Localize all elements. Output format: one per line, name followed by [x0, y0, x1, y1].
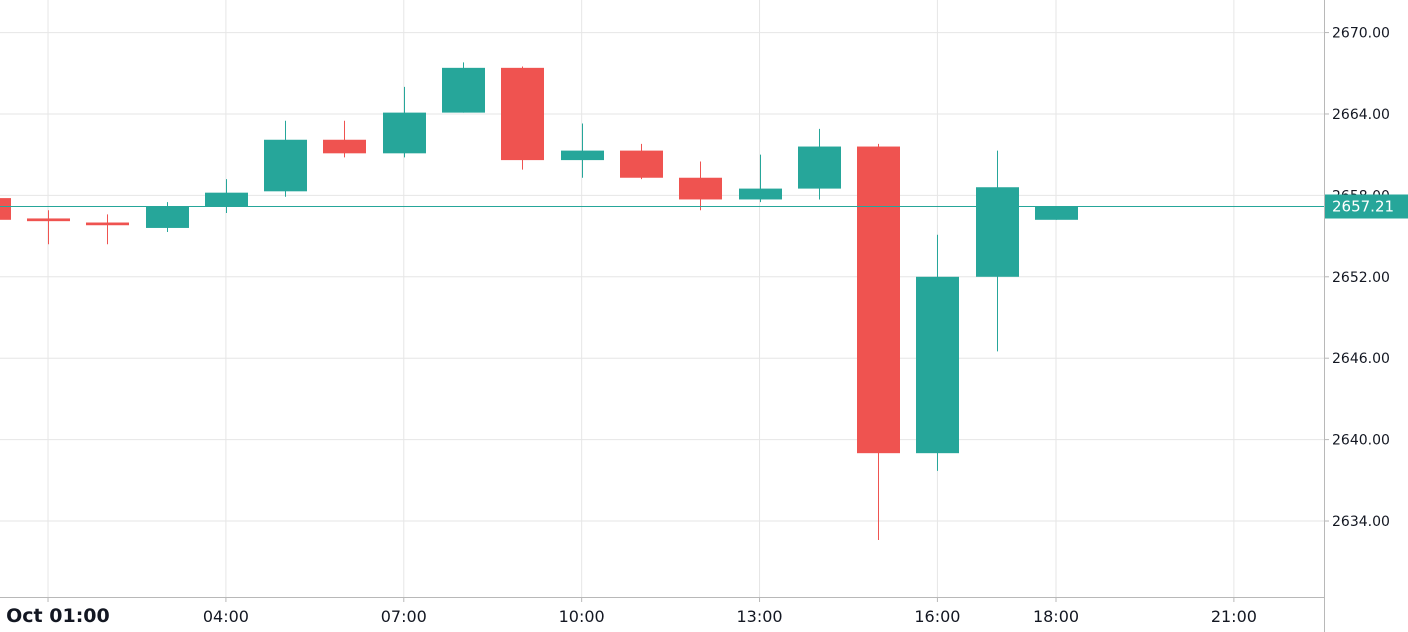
- candle-up: [146, 202, 189, 233]
- candle-down: [857, 143, 900, 541]
- candle-down: [86, 214, 129, 245]
- x-tick-label: 13:00: [736, 607, 782, 626]
- candle-up: [205, 179, 248, 214]
- candles: [0, 62, 1078, 541]
- candle-body: [0, 198, 11, 220]
- candle-down: [323, 120, 366, 158]
- candle-body: [27, 218, 70, 222]
- candle-body: [501, 67, 544, 161]
- candle-body: [86, 222, 129, 226]
- y-tick-label: 2634.00: [1332, 514, 1390, 530]
- candle-body: [739, 188, 782, 200]
- y-tick-label: 2640.00: [1332, 433, 1390, 449]
- candle-up: [383, 86, 426, 158]
- x-tick-label: 21:00: [1211, 607, 1257, 626]
- candle-body: [205, 192, 248, 207]
- candle-body: [916, 276, 959, 454]
- candle-body: [323, 139, 366, 154]
- y-tick-label: 2652.00: [1332, 270, 1390, 286]
- last-price-label: 2657.21: [1332, 198, 1394, 216]
- x-tick-label: 18:00: [1033, 607, 1079, 626]
- x-tick-label: 4 Oct 01:00: [0, 605, 110, 627]
- y-tick-label: 2646.00: [1332, 351, 1390, 367]
- candle-body: [857, 146, 900, 454]
- last-price-badge: 2657.21: [1325, 194, 1408, 219]
- candle-up: [739, 154, 782, 203]
- x-tick-label: 16:00: [914, 607, 960, 626]
- x-axis-ticks[interactable]: 4 Oct 01:00 04:00 07:00 10:00 13:00 16:00 18:0…: [0, 605, 1257, 627]
- candle-up: [1035, 206, 1078, 220]
- candle-down: [501, 66, 544, 170]
- candle-body: [264, 139, 307, 192]
- y-tick-label: 2670.00: [1332, 26, 1390, 42]
- x-tick-label: 10:00: [559, 607, 605, 626]
- candle-body: [146, 206, 189, 228]
- candle-up: [916, 234, 959, 471]
- candle-body: [679, 177, 722, 200]
- candle-body: [383, 112, 426, 154]
- grid: [0, 0, 1324, 597]
- candle-body: [798, 146, 841, 189]
- last-price-badge-bg: [1325, 194, 1408, 219]
- x-tick-label: 04:00: [203, 607, 249, 626]
- candle-up: [798, 128, 841, 200]
- y-axis-ticks[interactable]: 2670.002664.002658.002652.002646.002640.…: [1332, 26, 1390, 530]
- candle-up: [264, 120, 307, 197]
- candle-body: [976, 187, 1019, 277]
- candle-body: [442, 67, 485, 113]
- candle-up: [561, 123, 604, 178]
- candle-body: [561, 150, 604, 161]
- candle-down: [27, 210, 70, 245]
- x-tick-label: 07:00: [381, 607, 427, 626]
- candle-body: [1035, 206, 1078, 220]
- candle-down: [679, 161, 722, 211]
- axes: [0, 0, 1329, 632]
- candle-up: [442, 62, 485, 113]
- candle-up: [976, 150, 1019, 352]
- candle-down: [620, 143, 663, 180]
- candle-down: [0, 198, 11, 220]
- candle-body: [620, 150, 663, 178]
- y-tick-label: 2664.00: [1332, 107, 1390, 123]
